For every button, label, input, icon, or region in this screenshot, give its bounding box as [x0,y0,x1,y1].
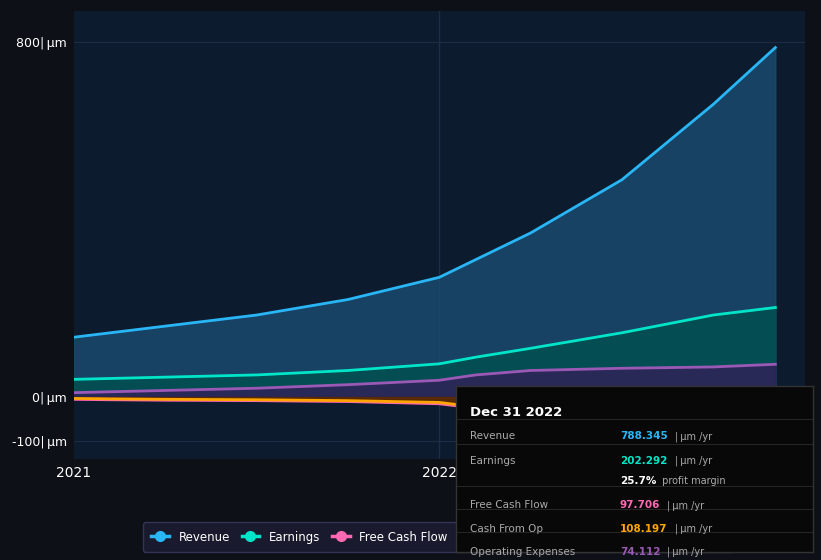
Text: Cash From Op: Cash From Op [470,524,543,534]
Text: | μm /yr: | μm /yr [675,431,712,441]
Text: 25.7%: 25.7% [620,475,656,486]
Text: | μm /yr: | μm /yr [675,456,712,466]
Text: | μm /yr: | μm /yr [675,524,712,534]
Text: Operating Expenses: Operating Expenses [470,547,576,557]
Text: | μm /yr: | μm /yr [667,501,704,511]
Legend: Revenue, Earnings, Free Cash Flow, Cash From Op, Operating Expenses: Revenue, Earnings, Free Cash Flow, Cash … [143,522,736,552]
Text: 788.345: 788.345 [620,431,667,441]
Text: 74.112: 74.112 [620,547,660,557]
Text: profit margin: profit margin [659,475,726,486]
Text: Free Cash Flow: Free Cash Flow [470,501,548,510]
Text: 202.292: 202.292 [620,456,667,466]
Text: 108.197: 108.197 [620,524,667,534]
Text: 97.706: 97.706 [620,501,660,510]
Text: Revenue: Revenue [470,431,515,441]
Text: Dec 31 2022: Dec 31 2022 [470,406,562,419]
Text: Earnings: Earnings [470,456,516,466]
Text: | μm /yr: | μm /yr [667,547,704,557]
